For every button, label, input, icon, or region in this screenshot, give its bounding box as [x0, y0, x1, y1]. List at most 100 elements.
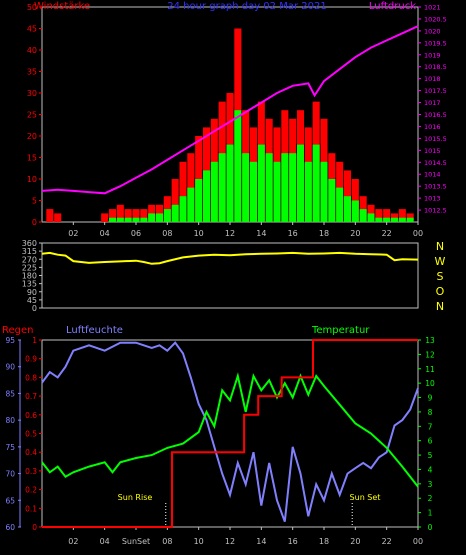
rain-tick-label: 0.1 [25, 504, 37, 513]
gust-bar [54, 213, 62, 222]
wind-bar [281, 153, 289, 222]
wind-bar [132, 217, 140, 222]
humidity-tick-label: 85 [5, 389, 15, 398]
wind-bar [116, 217, 124, 222]
lower-x-tick-label: 22 [382, 537, 392, 546]
lower-x-tick-label: 00 [413, 537, 423, 546]
temperature-line [41, 372, 419, 488]
humidity-tick-label: 80 [5, 416, 15, 425]
wind-bar [351, 200, 359, 222]
wind-x-tick-label: 12 [225, 229, 235, 238]
wind-bar [140, 217, 148, 222]
wind-bar [242, 153, 250, 222]
lower-x-tick-label: SunSet [122, 537, 150, 546]
temperature-tick-label: 4 [428, 465, 433, 474]
wind-bar [124, 217, 132, 222]
pressure-tick-label: 1018.5 [424, 63, 447, 71]
lower-x-tick-label: 18 [319, 537, 329, 546]
wind-tick-label: 40 [27, 46, 37, 55]
pressure-tick-label: 1016.5 [424, 111, 447, 119]
wind-bar [296, 144, 305, 222]
rain-tick-label: 0 [32, 523, 37, 532]
wind-bar [218, 153, 226, 222]
pressure-tick-label: 1021 [424, 4, 441, 12]
wind-tick-label: 50 [27, 3, 37, 12]
wind-bar [195, 179, 203, 222]
rain-tick-label: 1 [32, 336, 37, 345]
wind-x-tick-label: 16 [288, 229, 298, 238]
temperature-tick-label: 13 [425, 336, 435, 345]
wind-bar [226, 144, 234, 222]
wind-x-tick-label: 06 [131, 229, 141, 238]
pressure-tick-label: 1019.5 [424, 39, 447, 47]
lower-x-tick-label: 16 [288, 537, 298, 546]
humidity-tick-label: 70 [5, 470, 15, 479]
gust-bar [179, 161, 187, 222]
temperature-tick-label: 7 [428, 422, 433, 431]
direction-tick-label: 180 [22, 272, 37, 281]
wind-tick-label: 30 [27, 89, 37, 98]
pressure-tick-label: 1019 [424, 51, 441, 59]
wind-tick-label: 0 [32, 218, 37, 227]
rain-tick-label: 0.7 [25, 392, 37, 401]
gust-bar [171, 179, 179, 222]
wind-x-tick-label: 02 [68, 229, 78, 238]
wind-bar [359, 209, 367, 222]
pressure-tick-label: 1015.5 [424, 135, 447, 143]
wind-bar [234, 110, 242, 222]
rain-tick-label: 0.6 [25, 411, 37, 420]
gust-bar [101, 213, 109, 222]
pressure-tick-label: 1014 [424, 171, 441, 179]
wind-bar [265, 153, 273, 222]
temperature-tick-label: 3 [428, 480, 433, 489]
wind-bar [148, 213, 156, 222]
rain-tick-label: 0.5 [25, 430, 37, 439]
temperature-tick-label: 12 [425, 350, 435, 359]
direction-tick-label: 315 [22, 247, 37, 256]
gust-bar [124, 209, 132, 222]
wind-bar [304, 161, 312, 222]
wind-x-tick-label: 14 [256, 229, 266, 238]
wind-tick-label: 10 [27, 175, 37, 184]
wind-bar [163, 209, 171, 222]
wind-bar [289, 153, 297, 222]
wind-bar [312, 144, 320, 222]
wind-tick-label: 35 [27, 68, 37, 77]
direction-tick-label: 45 [27, 296, 37, 305]
sun-set-label: Sun Set [350, 493, 381, 502]
pressure-tick-label: 1017.5 [424, 87, 447, 95]
pressure-tick-label: 1015 [424, 147, 441, 155]
temperature-tick-label: 8 [428, 408, 433, 417]
humidity-tick-label: 75 [5, 443, 15, 452]
gust-bar [46, 209, 54, 222]
pressure-tick-label: 1016 [424, 123, 441, 131]
lower-x-tick-label: 12 [225, 537, 235, 546]
gust-bar [398, 209, 406, 222]
wind-bar [406, 217, 414, 222]
wind-title: Windstärke [34, 1, 90, 12]
temperature-tick-label: 10 [425, 379, 435, 388]
temperature-tick-label: 2 [428, 494, 433, 503]
lower-x-tick-label: 04 [100, 537, 110, 546]
lower-x-tick-label: 02 [68, 537, 78, 546]
chart-date-title: 24 hour graph day 02 Mar 2021 [167, 1, 326, 12]
gust-bar [375, 209, 383, 222]
pressure-title: Luftdruck [369, 1, 416, 12]
pressure-tick-label: 1014.5 [424, 159, 447, 167]
lower-x-tick-label: 10 [194, 537, 204, 546]
wind-bar [398, 217, 406, 222]
temperature-tick-label: 11 [425, 365, 435, 374]
pressure-line [41, 25, 419, 195]
pressure-tick-label: 1012.5 [424, 207, 447, 215]
wind-bar [328, 179, 336, 222]
wind-x-tick-label: 08 [162, 229, 172, 238]
direction-panel-frame [41, 242, 419, 309]
pressure-tick-label: 1013.5 [424, 183, 447, 191]
gust-bar [140, 209, 148, 222]
wind-tick-label: 15 [27, 154, 37, 163]
wind-bar [249, 161, 258, 222]
temperature-tick-label: 9 [428, 394, 433, 403]
wind-bar [367, 213, 375, 222]
pressure-tick-label: 1013 [424, 195, 441, 203]
wind-bar [210, 161, 218, 222]
